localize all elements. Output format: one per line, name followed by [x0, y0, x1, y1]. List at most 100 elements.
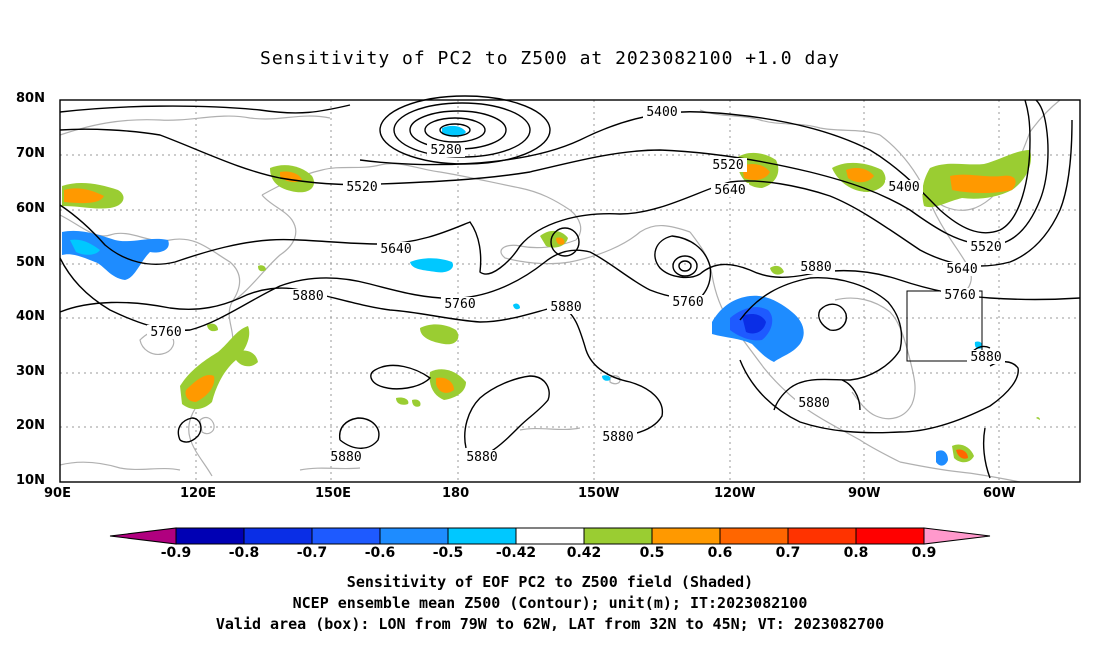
contour-label-bg: [669, 295, 707, 309]
blue-patch: [513, 303, 520, 310]
contour-label: 5280: [430, 143, 461, 158]
orange-patch: [436, 377, 454, 393]
orange-patch: [846, 168, 874, 183]
contour-label-bg: [599, 430, 637, 444]
colorbar-tick-label: 0.7: [775, 545, 801, 561]
contour-label-bg: [441, 297, 479, 311]
colorbar-tick-label: -0.42: [495, 545, 537, 561]
contour-label: 5520: [970, 240, 1001, 255]
colorbar-tick-label: -0.9: [160, 545, 192, 561]
contour-label: 5880: [330, 450, 361, 465]
contour-label-bg: [795, 396, 833, 410]
contour-label-bg: [463, 450, 501, 464]
colorbar-tick-label: 0.6: [707, 545, 733, 561]
contour-label-bg: [327, 450, 365, 464]
contour-label: 5640: [380, 242, 411, 257]
contour-label: 5520: [712, 158, 743, 173]
contour-label: 5880: [800, 260, 831, 275]
orange-patch: [950, 174, 1016, 193]
colorbar-segment: [175, 527, 245, 545]
colorbar-tick-label: -0.6: [364, 545, 396, 561]
lat-label: 50N: [16, 255, 45, 270]
footer-caption: Sensitivity of EOF PC2 to Z500 field (Sh…: [0, 572, 1100, 635]
colorbar-segment: [719, 527, 789, 545]
colorbar-tick-label: 0.8: [843, 545, 869, 561]
lat-label: 10N: [16, 473, 45, 488]
colorbar-segment: [379, 527, 449, 545]
colorbar-tick-label: 0.42: [566, 545, 602, 561]
contour-label-bg: [643, 105, 681, 119]
lon-label: 90E: [44, 486, 71, 501]
lat-label: 30N: [16, 364, 45, 379]
lat-label: 60N: [16, 201, 45, 216]
green-patch: [236, 350, 258, 367]
green-patch: [412, 399, 421, 407]
contour-label-bg: [943, 262, 981, 276]
lon-label: 150W: [578, 486, 620, 501]
contour-label: 5520: [346, 180, 377, 195]
orange-patch: [956, 449, 968, 459]
contour-label-bg: [967, 240, 1005, 254]
lon-label: 90W: [848, 486, 881, 501]
lon-label: 180: [442, 486, 470, 501]
colorbar-tick-label: -0.8: [228, 545, 260, 561]
orange-patch: [556, 237, 565, 245]
footer-line-2: NCEP ensemble mean Z500 (Contour); unit(…: [292, 594, 808, 612]
footer-line-3: Valid area (box): LON from 79W to 62W, L…: [215, 615, 885, 633]
contour-label-bg: [147, 325, 185, 339]
contour-label-bg: [343, 180, 381, 194]
colorbar-segment: [447, 527, 517, 545]
lat-label: 80N: [16, 91, 45, 106]
contour-label: 5400: [646, 105, 677, 120]
contour-label: 5880: [292, 289, 323, 304]
lon-label: 120E: [180, 486, 217, 501]
green-patch: [770, 265, 784, 275]
contour-label: 5760: [672, 295, 703, 310]
map-frame: [59, 99, 1081, 483]
contour-label-bg: [709, 158, 747, 172]
colorbar-segment: [583, 527, 653, 545]
contour-label-bg: [547, 300, 585, 314]
colorbar-triangle-right: [923, 527, 991, 545]
contour-label-bg: [885, 180, 923, 194]
colorbar-tick-label: -0.5: [432, 545, 464, 561]
green-patch: [207, 323, 218, 332]
colorbar-tick-label: 0.9: [911, 545, 937, 561]
green-patch: [420, 324, 459, 345]
lat-label: 20N: [16, 418, 45, 433]
blue-patch: [410, 258, 454, 273]
contour-label: 5880: [602, 430, 633, 445]
contour-label: 5880: [550, 300, 581, 315]
colorbar-segment: [311, 527, 381, 545]
lon-label: 60W: [983, 486, 1016, 501]
green-patch: [1036, 417, 1040, 420]
colorbar-segment: [651, 527, 721, 545]
colorbar-tick-label: 0.5: [639, 545, 665, 561]
colorbar-tick-label: -0.7: [296, 545, 328, 561]
blue-patch: [936, 450, 948, 466]
contour-label-bg: [711, 183, 749, 197]
contour-label-bg: [289, 289, 327, 303]
green-patch: [396, 397, 409, 405]
contour-label-bg: [377, 242, 415, 256]
colorbar-segment: [243, 527, 313, 545]
contour-label-bg: [797, 260, 835, 274]
blue-patch: [70, 239, 100, 255]
contour-label: 5760: [444, 297, 475, 312]
blue-patch: [742, 314, 766, 334]
colorbar-segment: [515, 527, 585, 545]
negative-sensitivity-patches: [62, 125, 983, 466]
contour-label: 5760: [150, 325, 181, 340]
orange-patch: [742, 164, 770, 180]
lat-label: 40N: [16, 309, 45, 324]
blue-patch: [442, 125, 466, 137]
orange-patch: [185, 374, 215, 402]
plot-title: Sensitivity of PC2 to Z500 at 2023082100…: [259, 48, 840, 69]
colorbar-segment: [787, 527, 857, 545]
contour-labels: 5400 5280 5520 5520 5640 5400 5640 5520 5640 5880…: [147, 105, 1005, 465]
lon-label: 150E: [315, 486, 352, 501]
colorbar-triangle-left: [109, 527, 177, 545]
orange-patch: [64, 188, 104, 204]
contour-label: 5760: [944, 288, 975, 303]
